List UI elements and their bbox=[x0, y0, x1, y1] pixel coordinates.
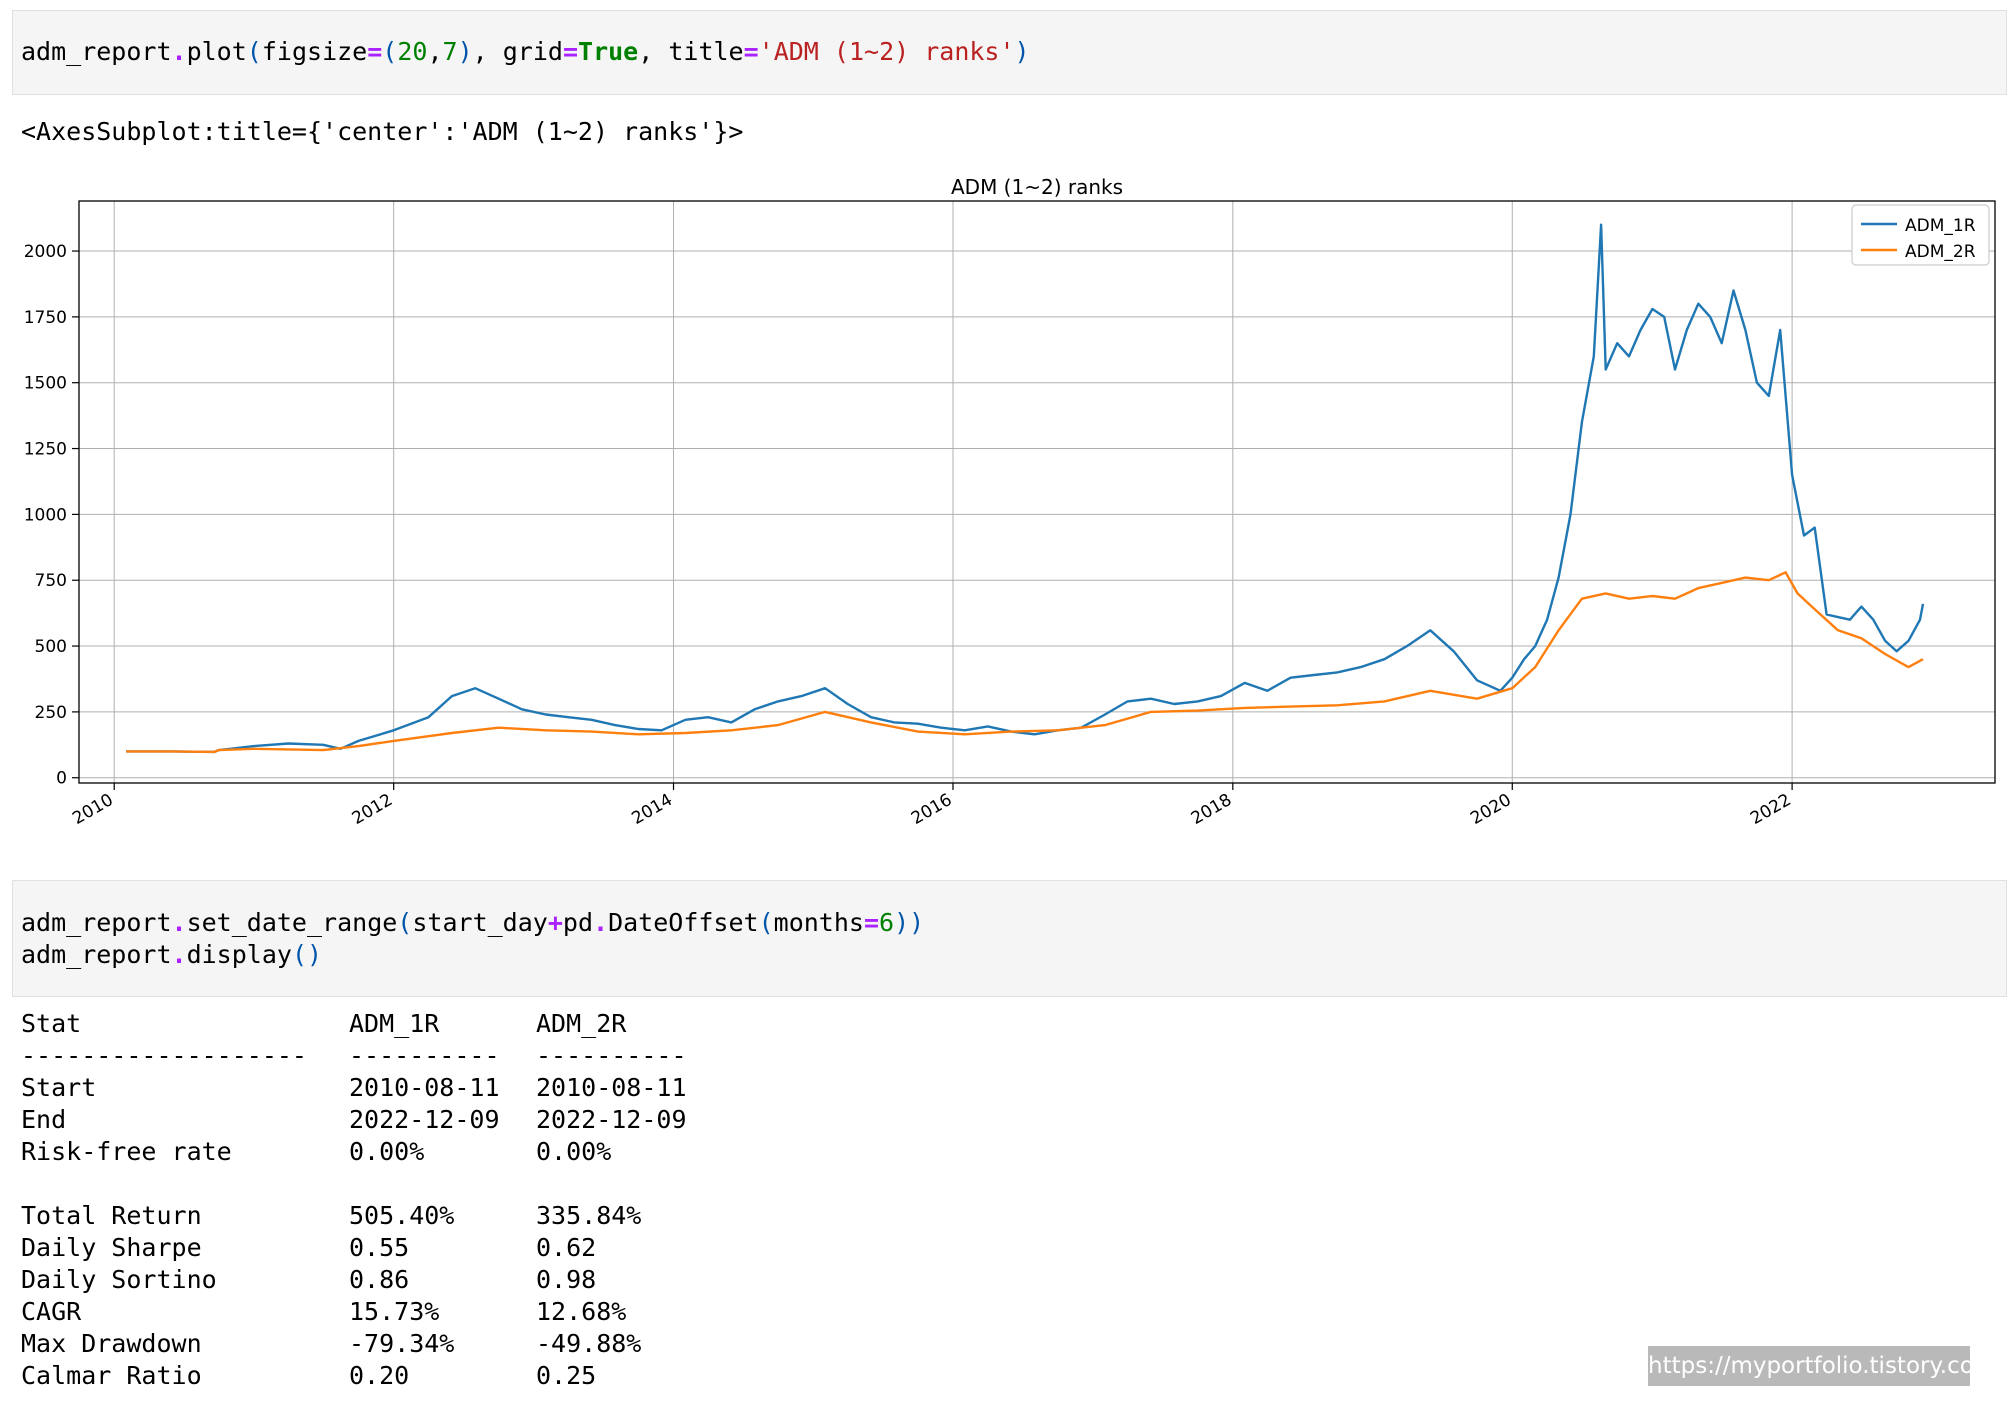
x-tick-label: 2010 bbox=[69, 790, 116, 829]
y-tick-label: 0 bbox=[56, 769, 67, 789]
separator: ---------- bbox=[536, 1041, 687, 1070]
stats-row: CAGR 15.73% 12.68% bbox=[21, 1296, 706, 1328]
stat-value: 12.68% bbox=[536, 1297, 627, 1326]
stats-header-adm-1r: ADM_1R bbox=[349, 1009, 440, 1038]
stats-row: End 2022-12-09 2022-12-09 bbox=[21, 1104, 706, 1136]
watermark-url: https://myportfolio.tistory.com bbox=[1648, 1346, 1996, 1386]
stat-value: 15.73% bbox=[349, 1297, 440, 1326]
blank-line bbox=[21, 1168, 706, 1200]
stat-value: 335.84% bbox=[536, 1201, 642, 1230]
stat-value: 0.55 bbox=[349, 1233, 410, 1262]
legend-label-adm-1r: ADM_1R bbox=[1905, 216, 1976, 236]
stat-label: Start bbox=[21, 1073, 97, 1102]
series-line-adm-1r bbox=[126, 223, 1925, 754]
stat-label: Daily Sortino bbox=[21, 1265, 217, 1294]
stat-label: Max Drawdown bbox=[21, 1329, 202, 1358]
x-tick-label: 2012 bbox=[349, 790, 396, 829]
y-tick-label: 1500 bbox=[24, 374, 67, 394]
chart-lines bbox=[126, 223, 1925, 754]
stats-row: Daily Sortino 0.86 0.98 bbox=[21, 1264, 706, 1296]
plot-frame bbox=[78, 200, 1996, 784]
x-axis: 2010 2012 2014 2016 2018 2020 2022 bbox=[69, 783, 1795, 829]
stat-value: 2010-08-11 bbox=[349, 1073, 500, 1102]
separator: ------------------- bbox=[21, 1041, 307, 1070]
code-line-display: adm_report.display() bbox=[21, 940, 323, 969]
x-tick-label: 2018 bbox=[1188, 790, 1235, 829]
stats-header-row: Stat ADM_1R ADM_2R bbox=[21, 1008, 706, 1040]
stats-row: Risk-free rate 0.00% 0.00% bbox=[21, 1136, 706, 1168]
y-tick-label: 250 bbox=[35, 703, 67, 723]
stat-value: 0.00% bbox=[349, 1137, 425, 1166]
chart-title: ADM (1~2) ranks bbox=[951, 175, 1123, 199]
stat-value: 0.20 bbox=[349, 1361, 410, 1390]
stat-value: -49.88% bbox=[536, 1329, 642, 1358]
stat-label: Daily Sharpe bbox=[21, 1233, 202, 1262]
stat-label: Risk-free rate bbox=[21, 1137, 232, 1166]
legend: ADM_1R ADM_2R bbox=[1851, 204, 1990, 266]
stat-value: 2022-12-09 bbox=[536, 1105, 687, 1134]
stat-label: Total Return bbox=[21, 1201, 202, 1230]
y-tick-label: 2000 bbox=[24, 242, 67, 262]
stats-header-stat: Stat bbox=[21, 1009, 82, 1038]
x-tick-label: 2020 bbox=[1467, 790, 1514, 829]
x-tick-label: 2022 bbox=[1747, 790, 1794, 829]
y-tick-label: 500 bbox=[35, 637, 67, 657]
stat-value: 2010-08-11 bbox=[536, 1073, 687, 1102]
code-cell-plot[interactable] bbox=[12, 10, 2007, 95]
stats-row: Max Drawdown -79.34% -49.88% bbox=[21, 1328, 706, 1360]
separator: ---------- bbox=[349, 1041, 500, 1070]
stats-header-adm-2r: ADM_2R bbox=[536, 1009, 627, 1038]
y-tick-label: 750 bbox=[35, 571, 67, 591]
stats-row: Calmar Ratio 0.20 0.25 bbox=[21, 1360, 706, 1392]
y-tick-label: 1250 bbox=[24, 440, 67, 460]
y-tick-label: 1000 bbox=[24, 505, 67, 525]
code-cell-display[interactable] bbox=[12, 880, 2007, 997]
y-axis: 0 250 500 750 1000 1250 1500 1750 2000 bbox=[24, 242, 79, 789]
stat-value: 0.98 bbox=[536, 1265, 597, 1294]
legend-label-adm-2r: ADM_2R bbox=[1905, 242, 1976, 262]
stat-value: 0.62 bbox=[536, 1233, 597, 1262]
stats-table: Stat ADM_1R ADM_2R ------------------- -… bbox=[21, 1008, 706, 1392]
x-tick-label: 2014 bbox=[629, 790, 676, 829]
stat-value: 0.86 bbox=[349, 1265, 410, 1294]
axes-output-text: <AxesSubplot:title={'center':'ADM (1~2) … bbox=[21, 117, 744, 146]
stat-value: 505.40% bbox=[349, 1201, 455, 1230]
stat-value: -79.34% bbox=[349, 1329, 455, 1358]
series-line-adm-2r bbox=[126, 571, 1924, 754]
stats-separator-row: ------------------- ---------- ---------… bbox=[21, 1040, 706, 1072]
stats-row: Total Return 505.40% 335.84% bbox=[21, 1200, 706, 1232]
stat-value: 0.00% bbox=[536, 1137, 612, 1166]
y-tick-label: 1750 bbox=[24, 308, 67, 328]
stat-label: Calmar Ratio bbox=[21, 1361, 202, 1390]
stats-row: Start 2010-08-11 2010-08-11 bbox=[21, 1072, 706, 1104]
x-tick-label: 2016 bbox=[908, 790, 955, 829]
stats-row: Daily Sharpe 0.55 0.62 bbox=[21, 1232, 706, 1264]
code-line-set-date-range: adm_report.set_date_range(start_day+pd.D… bbox=[21, 908, 925, 937]
stat-value: 2022-12-09 bbox=[349, 1105, 500, 1134]
stat-label: End bbox=[21, 1105, 67, 1134]
stat-value: 0.25 bbox=[536, 1361, 597, 1390]
stat-label: CAGR bbox=[21, 1297, 82, 1326]
code-line-plot: adm_report.plot(figsize=(20,7), grid=Tru… bbox=[21, 37, 1030, 66]
chart-grid bbox=[79, 201, 1995, 783]
